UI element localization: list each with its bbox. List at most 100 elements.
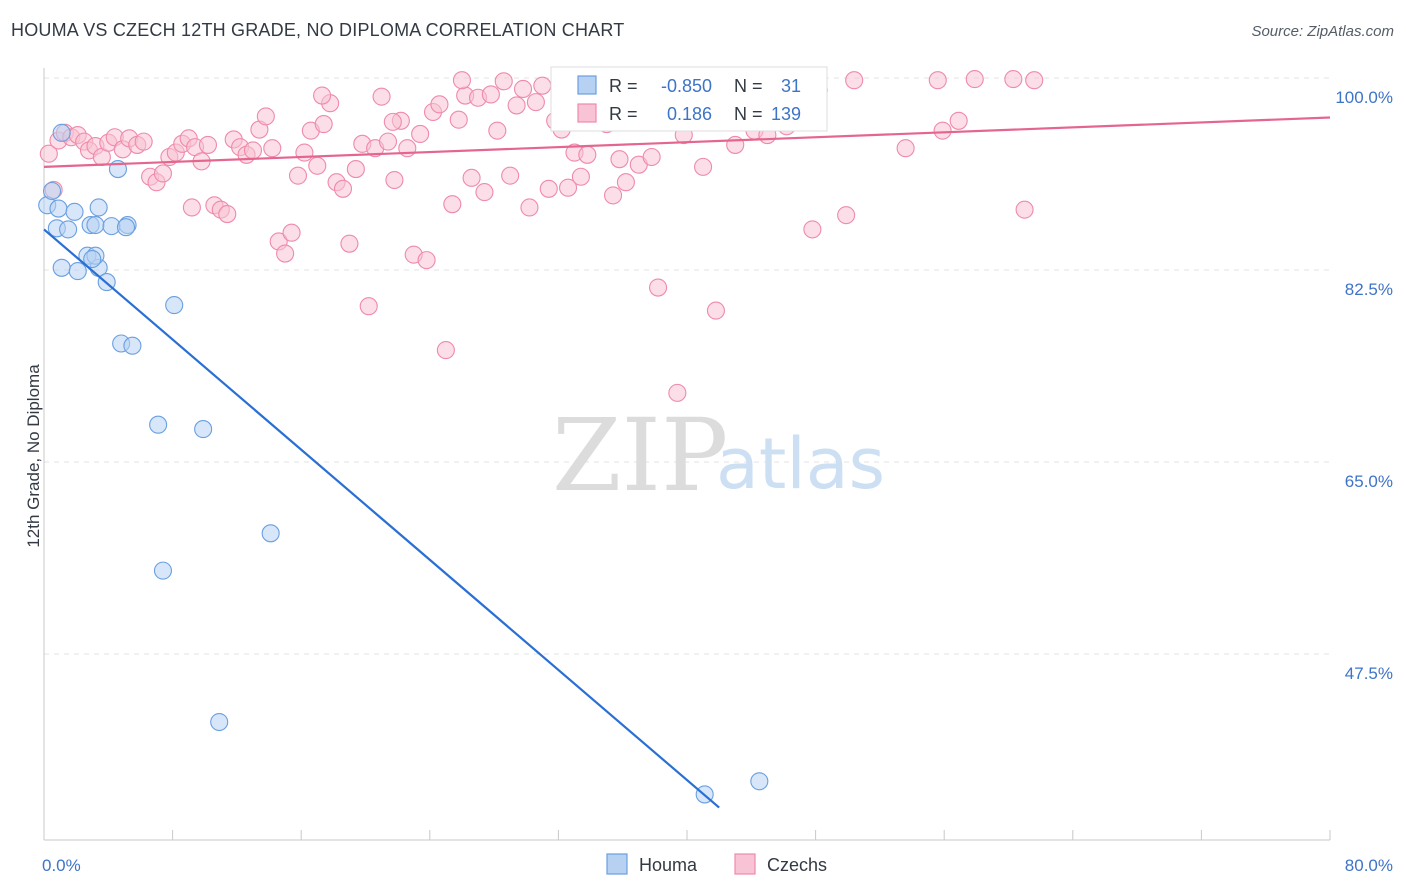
houma-point	[65, 202, 84, 221]
chart-source: Source: ZipAtlas.com	[1251, 23, 1394, 40]
czechs-point	[571, 167, 590, 186]
watermark-zip: ZIP	[552, 397, 728, 514]
czechs-point	[933, 121, 952, 140]
czechs-point	[346, 160, 365, 179]
czechs-point	[295, 143, 314, 162]
czechs-point	[616, 173, 635, 192]
czechs-point	[481, 85, 500, 104]
czechs-point	[837, 206, 856, 225]
watermark: ZIP atlas	[552, 397, 885, 514]
czechs-point	[1015, 200, 1034, 219]
czechs-point	[533, 76, 552, 95]
houma-point	[86, 215, 105, 235]
czechs-point	[385, 170, 404, 190]
czechs-point	[604, 186, 623, 205]
czechs-point	[288, 166, 308, 185]
czechs-point	[649, 278, 668, 297]
czechs-point	[668, 383, 687, 402]
czechs-point	[153, 164, 173, 183]
czechs-trend-line	[43, 116, 1331, 168]
y-tick-label: 65.0%	[1345, 472, 1393, 491]
legend-label-houma: Houma	[639, 855, 698, 875]
stats-box: R = -0.850 N = 31 R = 0.186 N = 139	[550, 66, 828, 132]
czechs-point	[276, 244, 295, 263]
czechs-point	[449, 110, 468, 129]
czechs-point	[198, 135, 218, 154]
houma-point	[42, 181, 62, 201]
houma-point	[68, 262, 87, 281]
houma-point	[261, 524, 280, 543]
czechs-point	[706, 301, 725, 320]
legend-label-czechs: Czechs	[767, 855, 827, 875]
czechs-point	[558, 178, 578, 197]
czechs-points	[39, 70, 1044, 402]
grid-lines	[44, 77, 1330, 655]
houma-n-value: 31	[781, 76, 801, 96]
czechs-r-label: R =	[609, 104, 638, 124]
houma-point	[153, 561, 173, 580]
czechs-point	[256, 107, 275, 126]
czechs-point	[1025, 71, 1044, 90]
legend: Houma Czechs	[606, 853, 827, 875]
houma-point	[165, 296, 184, 315]
legend-swatch-czechs	[734, 853, 756, 875]
tick-labels: 100.0% 82.5% 65.0% 47.5% 0.0% 80.0%	[42, 88, 1393, 875]
czechs-point	[928, 71, 947, 90]
czechs-point	[462, 168, 481, 187]
czechs-point	[182, 198, 201, 217]
czechs-point	[452, 71, 472, 90]
houma-point	[83, 249, 102, 269]
x-tick-label: 80.0%	[1345, 856, 1393, 875]
czechs-point	[488, 121, 507, 140]
houma-point	[116, 218, 136, 237]
czechs-point	[965, 70, 984, 89]
czechs-point	[578, 145, 597, 164]
houma-point	[123, 336, 142, 355]
houma-point	[49, 199, 68, 218]
czechs-point	[845, 71, 864, 90]
y-axis-label: 12th Grade, No Diploma	[24, 364, 43, 548]
czechs-point	[308, 156, 327, 175]
houma-points	[38, 123, 769, 804]
houma-point	[52, 123, 71, 142]
houma-point	[194, 420, 213, 439]
czechs-point	[694, 157, 713, 176]
chart-title: HOUMA VS CZECH 12TH GRADE, NO DIPLOMA CO…	[11, 20, 625, 40]
czechs-point	[1004, 70, 1023, 89]
czechs-point	[443, 195, 462, 214]
czechs-point	[526, 93, 545, 112]
czechs-point	[383, 112, 402, 131]
houma-point	[52, 258, 71, 277]
czechs-point	[501, 166, 520, 185]
y-tick-label: 47.5%	[1345, 664, 1393, 683]
czechs-point	[282, 223, 301, 242]
houma-stats-swatch	[577, 75, 597, 95]
czechs-point	[333, 179, 353, 198]
czechs-point	[949, 111, 968, 130]
czechs-point	[372, 87, 391, 106]
czechs-n-value: 139	[771, 104, 801, 124]
houma-point	[750, 772, 769, 791]
stats-box-frame	[550, 66, 828, 132]
czechs-point	[513, 79, 533, 99]
czechs-point	[243, 141, 263, 160]
czechs-point	[134, 132, 153, 151]
czechs-point	[507, 96, 526, 115]
houma-trend-line	[43, 228, 720, 809]
czechs-point	[218, 204, 237, 224]
czechs-point	[314, 115, 333, 134]
x-tick-label: 0.0%	[42, 856, 81, 875]
czechs-point	[340, 234, 359, 253]
watermark-atlas: atlas	[716, 423, 885, 505]
houma-r-value: -0.850	[661, 76, 712, 96]
czechs-point	[896, 139, 915, 158]
czechs-point	[475, 183, 494, 202]
czechs-point	[803, 220, 822, 239]
houma-point	[59, 220, 78, 239]
czechs-point	[642, 147, 661, 167]
czechs-point	[417, 251, 436, 270]
trend-lines	[43, 116, 1331, 809]
czechs-point	[411, 124, 430, 144]
czechs-point	[436, 341, 455, 360]
